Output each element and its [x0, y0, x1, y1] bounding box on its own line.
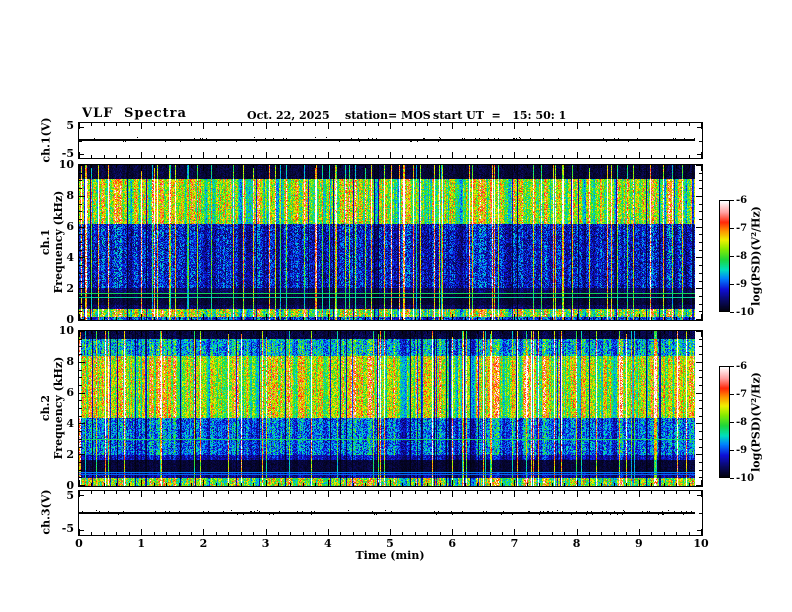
colorbar-tick-label: -9	[736, 279, 748, 290]
frequency-label-line: Frequency (kHz)	[52, 190, 65, 294]
colorbar-tick	[730, 450, 734, 451]
ch3-strip-y-tick-label: 5	[66, 489, 74, 502]
ch2-spec-y-tick-label: 4	[66, 417, 74, 430]
x-tick-label: 3	[261, 537, 270, 550]
ch1-spec-y-tick-label: 8	[66, 189, 74, 202]
ch1-spec-y-tick-label: 10	[58, 158, 74, 171]
ch3-voltage-waveform	[79, 491, 702, 535]
ch2-frequency-axis-label: ch.2 Frequency (kHz)	[39, 357, 65, 460]
x-tick-label: 7	[510, 537, 519, 550]
x-tick-label: 0	[75, 537, 83, 550]
colorbar-tick-label: -8	[736, 251, 748, 262]
ch2-spec-y-tick-label: 10	[58, 324, 74, 337]
colorbar-tick-label: -6	[736, 195, 748, 206]
colorbar-ch2	[719, 366, 730, 478]
station-label: station= MOS	[345, 109, 431, 122]
ch1-label-line: ch.1	[39, 228, 52, 256]
colorbar-tick	[730, 478, 734, 479]
colorbar-tick-label: -10	[736, 473, 755, 484]
ch1-frequency-axis-label: ch.1 Frequency (kHz)	[39, 191, 65, 294]
colorbar-tick	[730, 200, 734, 201]
ch1-strip-y-tick-label: -5	[61, 147, 74, 160]
ch2-spec-y-tick-label: 6	[66, 386, 74, 399]
ch2-spectrogram-panel	[78, 330, 703, 487]
colorbar-ch1	[719, 200, 730, 312]
start-ut-label: start UT = 15: 50: 1	[433, 109, 567, 122]
ch2-spec-y-tick-label: 8	[66, 355, 74, 368]
frequency-label-line: Frequency (kHz)	[52, 356, 65, 460]
ch3-voltage-panel	[78, 490, 703, 536]
colorbar-tick-label: -7	[736, 389, 748, 400]
x-tick-label: 4	[323, 537, 332, 550]
colorbar-tick	[730, 422, 734, 423]
ch1-spec-y-tick-label: 2	[66, 282, 74, 295]
colorbar-tick	[730, 256, 734, 257]
ch2-spec-y-tick-label: 2	[66, 448, 74, 461]
colorbar-tick-label: -6	[736, 361, 748, 372]
ch3-strip-y-tick-label: -5	[61, 522, 74, 535]
colorbar-tick-label: -8	[736, 417, 748, 428]
plot-title: VLF Spectra	[82, 106, 187, 121]
colorbar-tick	[730, 228, 734, 229]
ch1-spec-y-tick-label: 0	[66, 313, 74, 326]
colorbar-tick	[730, 394, 734, 395]
colorbar-tick-label: -9	[736, 445, 748, 456]
x-tick-label: 2	[199, 537, 208, 550]
ch1-voltage-panel	[78, 122, 703, 159]
colorbar-tick	[730, 284, 734, 285]
x-tick-label: 9	[634, 537, 643, 550]
ch1-strip-y-tick-label: 5	[66, 119, 74, 132]
x-tick-label: 5	[386, 537, 394, 550]
colorbar-tick-label: -10	[736, 307, 755, 318]
ch1-spectrogram-panel	[78, 164, 703, 321]
colorbar-ch2-label: log(PSD)(V²/Hz)	[749, 372, 763, 472]
colorbar-tick	[730, 312, 734, 313]
colorbar-ch2-gradient	[720, 367, 729, 477]
x-tick-label: 1	[137, 537, 146, 550]
ch1-spec-y-tick-label: 4	[66, 251, 74, 264]
ch1-spec-y-tick-label: 6	[66, 220, 74, 233]
x-tick-label: 6	[448, 537, 457, 550]
time-axis-label: Time (min)	[355, 549, 425, 562]
ch2-spec-y-tick-label: 0	[66, 479, 74, 492]
date-label: Oct. 22, 2025	[247, 109, 330, 122]
colorbar-ch1-label: log(PSD)(V²/Hz)	[749, 206, 763, 306]
colorbar-tick-label: -7	[736, 223, 748, 234]
x-tick-label: 10	[693, 537, 709, 550]
ch1-spectrogram-canvas	[79, 165, 702, 320]
x-tick-label: 8	[572, 537, 581, 550]
colorbar-tick	[730, 366, 734, 367]
ch2-label-line: ch.2	[39, 394, 52, 422]
ch1-voltage-waveform	[79, 123, 702, 158]
colorbar-ch1-gradient	[720, 201, 729, 311]
ch2-spectrogram-canvas	[79, 331, 702, 486]
